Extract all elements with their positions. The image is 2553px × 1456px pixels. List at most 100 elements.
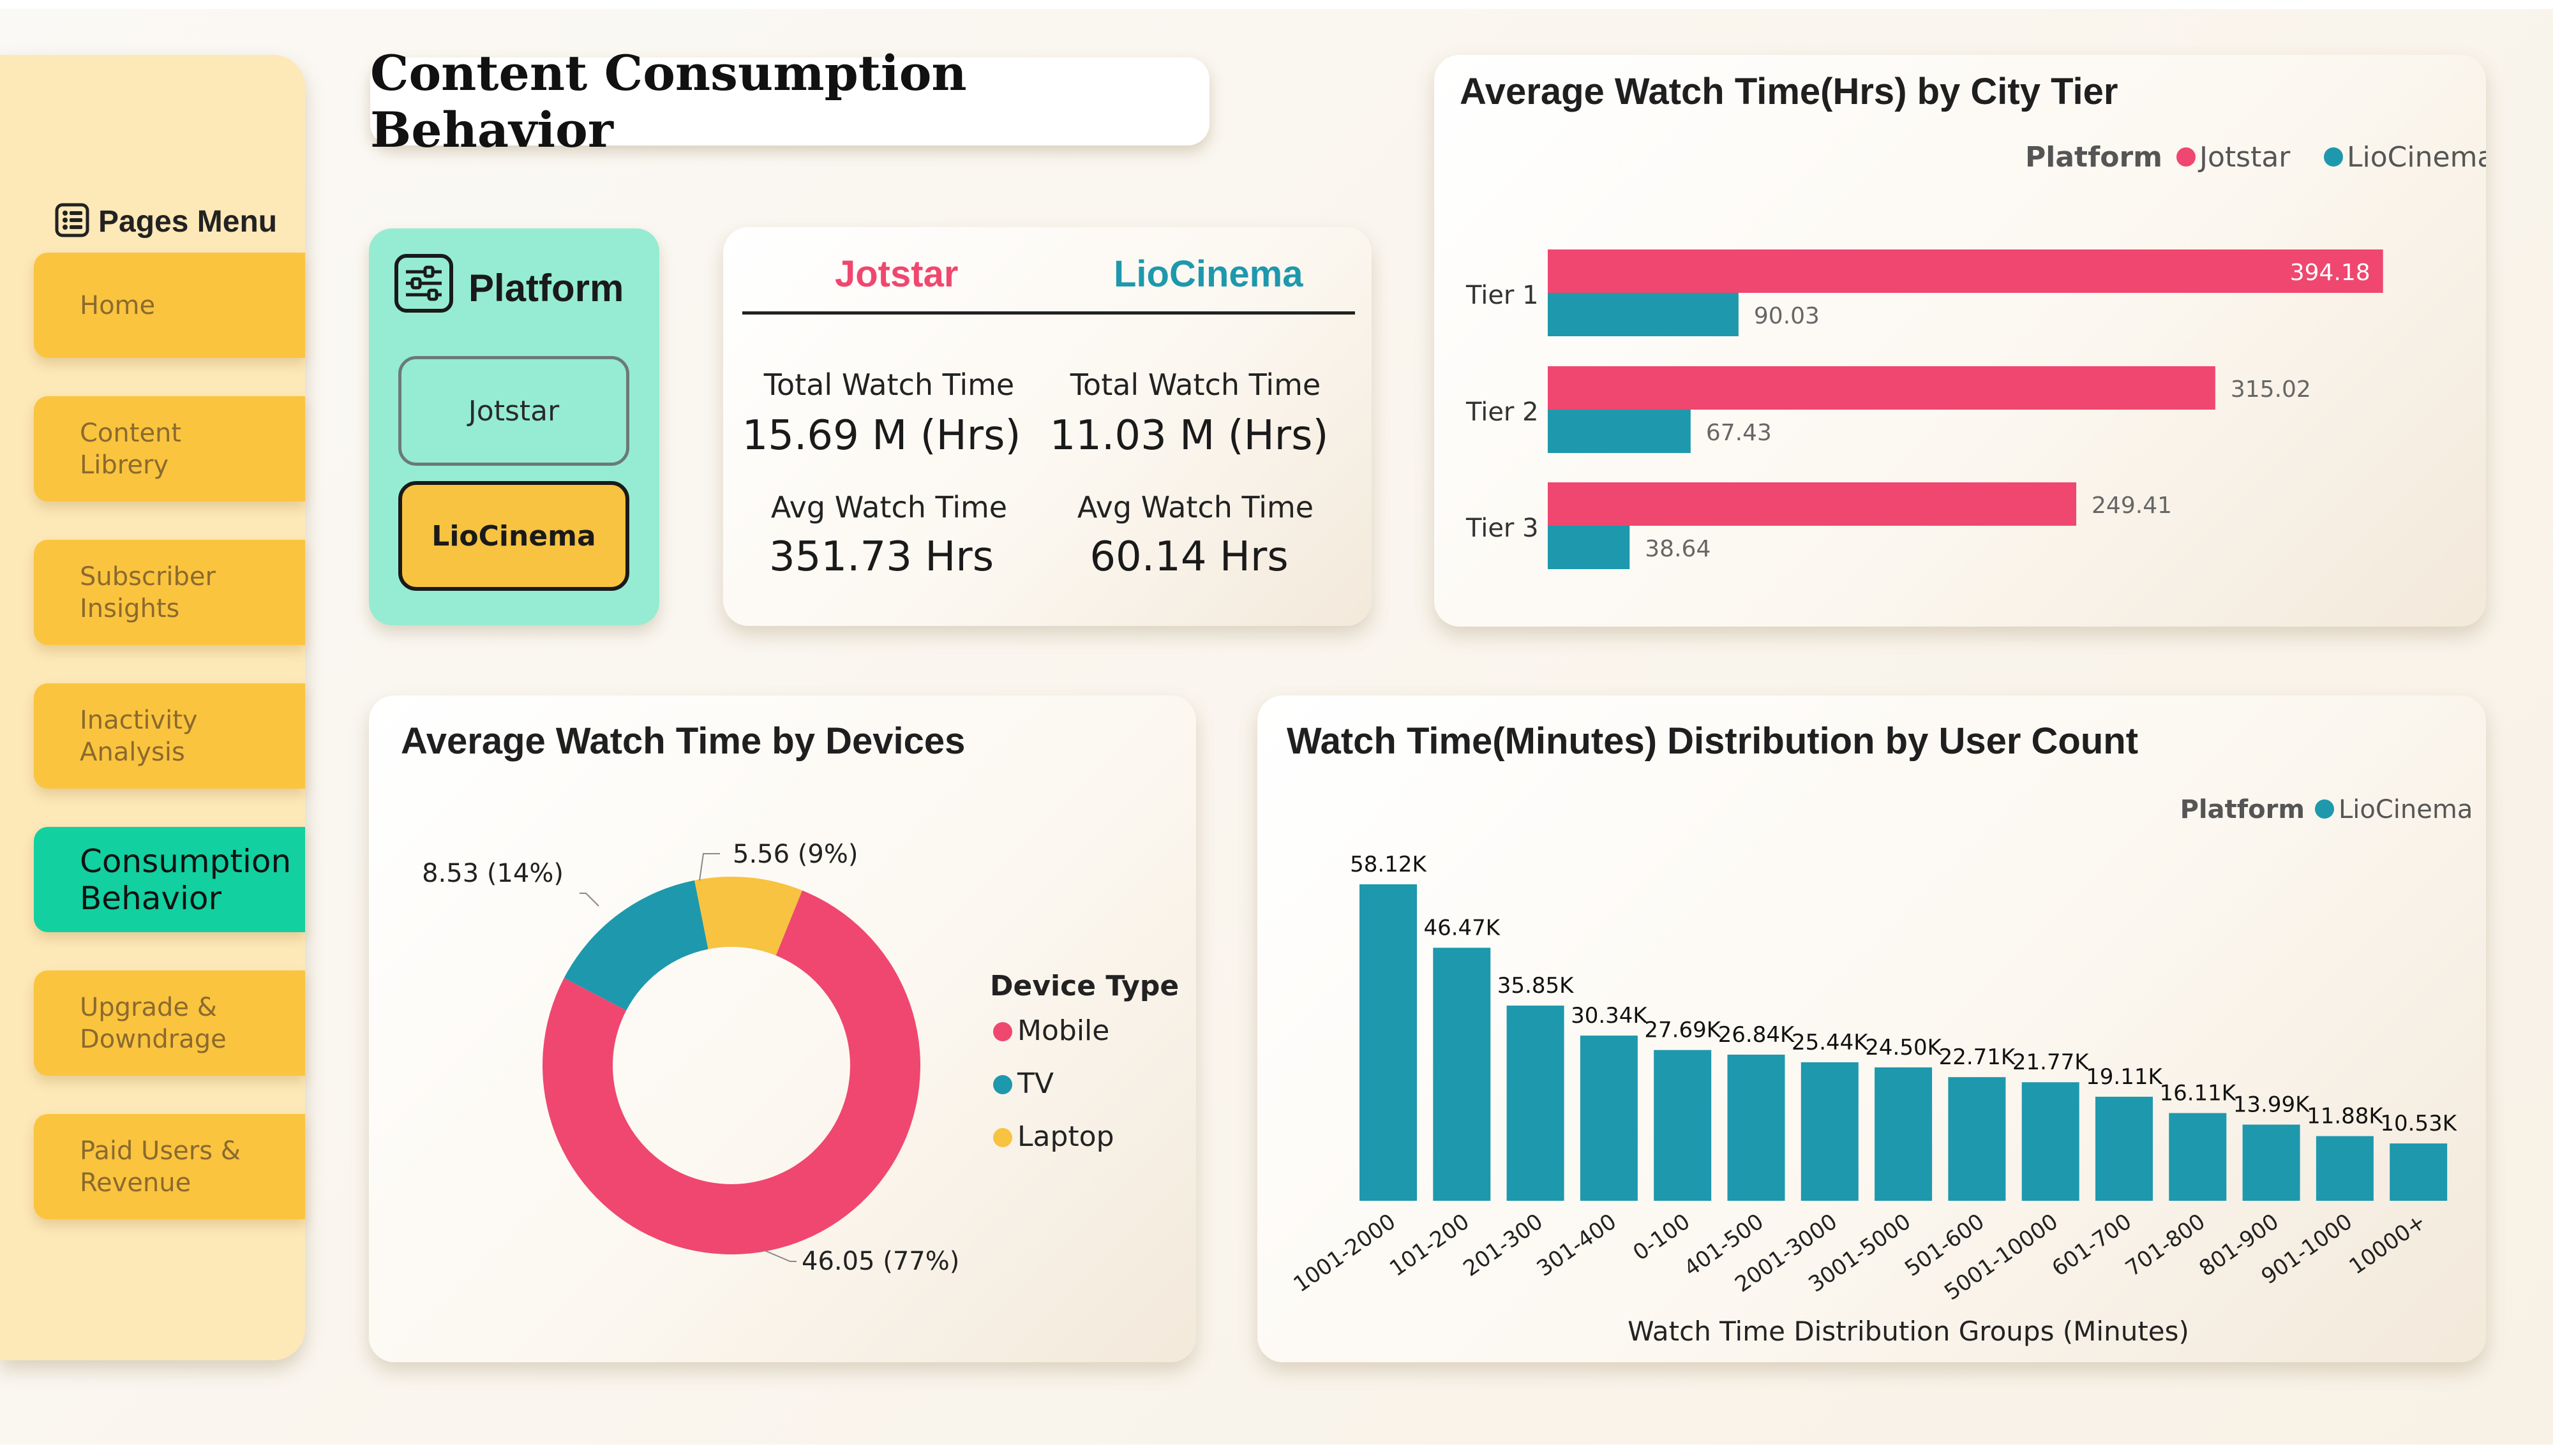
menu-item-label: Consumption Behavior [80, 842, 292, 917]
menu-item-inactivity-analysis[interactable]: Inactivity Analysis [34, 683, 305, 789]
menu-item-paid-users-revenue[interactable]: Paid Users & Revenue [34, 1114, 305, 1219]
legend-item-mobile: Mobile [1017, 1014, 1109, 1047]
platform-slicer: Platform Jotstar LioCinema [369, 228, 659, 625]
menu-item-subscriber-insights[interactable]: Subscriber Insights [34, 540, 305, 645]
city-tier-chart-card: Average Watch Time(Hrs) by City Tier Pla… [1434, 55, 2486, 627]
dist-data-label: 26.84K [1718, 1022, 1795, 1048]
tier-data-label: 90.03 [1754, 303, 1820, 329]
tier-axis-label: Tier 2 [1465, 397, 1539, 427]
donut-callout-line [764, 1250, 797, 1262]
city-tier-bar-chart: Platform Jotstar LioCinema Tier 1 394.18 90.0… [1465, 141, 2486, 569]
dist-category-label: 601-700 [2048, 1209, 2136, 1282]
dist-category-label: 101-200 [1385, 1209, 1474, 1282]
kpi-divider [742, 311, 1355, 315]
dist-data-label: 25.44K [1792, 1030, 1869, 1055]
distribution-bar-chart: Platform LioCinema 58.12K 1001-2000 46.47K 10… [1289, 795, 2473, 1347]
dist-bar [1359, 884, 1417, 1201]
platform-option-liocinema[interactable]: LioCinema [398, 481, 629, 591]
donut-callout-line [699, 853, 720, 881]
dist-data-label: 22.71K [1939, 1044, 2016, 1070]
tier-bar-jotstar [1548, 366, 2215, 410]
tier-bar-liocinema [1548, 526, 1630, 569]
dist-data-label: 10.53K [2380, 1111, 2457, 1136]
dist-bar [2169, 1113, 2227, 1201]
donut-slice-tv [564, 880, 708, 1011]
legend-marker [993, 1022, 1012, 1041]
tier-data-label: 394.18 [2290, 260, 2370, 286]
menu-item-label: Paid Users & Revenue [80, 1136, 241, 1198]
tier-data-label: 249.41 [2092, 493, 2172, 519]
kpi-brand-jotstar: Jotstar [835, 253, 959, 295]
menu-list-icon [55, 203, 89, 240]
tier-axis-label: Tier 3 [1465, 514, 1539, 543]
donut-callout-line [580, 893, 599, 907]
dist-bar [1433, 947, 1491, 1201]
dist-bar [1506, 1006, 1564, 1201]
dist-bar [2242, 1124, 2300, 1201]
dist-category-label: 201-300 [1458, 1209, 1547, 1282]
filter-sliders-icon [393, 253, 454, 323]
tier-data-label: 38.64 [1645, 536, 1711, 562]
menu-item-label: Upgrade & Downdrage [80, 992, 227, 1054]
legend-marker [2324, 147, 2343, 167]
tier-bar-jotstar [1548, 249, 2383, 293]
legend-title: Platform [2180, 795, 2305, 824]
dist-data-label: 24.50K [1865, 1035, 1942, 1060]
tier-data-label: 315.02 [2231, 376, 2311, 403]
dist-bar [2021, 1082, 2079, 1201]
menu-item-consumption-behavior[interactable]: Consumption Behavior [34, 827, 305, 932]
donut-data-label: 46.05 (77%) [802, 1247, 959, 1276]
legend-marker [2176, 147, 2196, 167]
tier-data-label: 67.43 [1706, 420, 1772, 446]
pages-menu-title: Pages Menu [98, 204, 278, 239]
kpi-jotstar-total-label: Total Watch Time [763, 368, 1015, 402]
dist-bar [2390, 1143, 2448, 1201]
dist-data-label: 30.34K [1571, 1003, 1648, 1029]
pages-menu-header: Pages Menu [55, 203, 277, 240]
menu-item-label: Subscriber Insights [80, 561, 216, 623]
dist-category-label: 301-400 [1532, 1209, 1621, 1282]
dist-bar [1948, 1077, 2006, 1201]
watch-time-kpi-card: Jotstar LioCinema Total Watch Time 15.69… [723, 227, 1372, 626]
dist-data-label: 13.99K [2233, 1092, 2310, 1118]
legend-item-jotstar: Jotstar [2197, 141, 2291, 174]
dist-data-label: 27.69K [1644, 1018, 1721, 1043]
devices-donut-chart: 46.05 (77%) 8.53 (14%) 5.56 (9%) Device Typ… [422, 840, 1179, 1276]
kpi-liocinema-avg-value: 60.14 Hrs [1089, 533, 1289, 581]
dist-category-label: 10000+ [2344, 1209, 2430, 1280]
kpi-jotstar-avg-value: 351.73 Hrs [768, 533, 994, 581]
dist-category-label: 1001-2000 [1289, 1209, 1400, 1298]
platform-option-jotstar[interactable]: Jotstar [398, 356, 629, 466]
menu-item-content-library[interactable]: Content Librery [34, 396, 305, 501]
dist-data-label: 21.77K [2012, 1050, 2090, 1075]
legend-title: Device Type [990, 970, 1179, 1002]
legend-marker [993, 1128, 1012, 1147]
kpi-liocinema-avg-label: Avg Watch Time [1077, 490, 1314, 524]
dist-category-label: 701-800 [2121, 1209, 2210, 1282]
menu-item-upgrade-downgrade[interactable]: Upgrade & Downdrage [34, 970, 305, 1076]
legend-item-liocinema: LioCinema [2339, 795, 2473, 824]
distribution-chart-card: Watch Time(Minutes) Distribution by User… [1257, 695, 2486, 1362]
page-title: Content Consumption Behavior [370, 45, 967, 158]
dist-data-label: 19.11K [2086, 1064, 2163, 1090]
kpi-liocinema-total-label: Total Watch Time [1070, 368, 1321, 402]
legend-marker [2315, 799, 2334, 819]
donut-slice-laptop [694, 877, 802, 956]
dist-bar [1654, 1050, 1712, 1201]
menu-item-label: Inactivity Analysis [80, 705, 198, 767]
menu-item-home[interactable]: Home [34, 253, 305, 358]
platform-slicer-header: Platform [393, 253, 624, 323]
kpi-brand-liocinema: LioCinema [1114, 253, 1303, 295]
donut-slice-mobile [543, 890, 920, 1255]
dist-x-axis-title: Watch Time Distribution Groups (Minutes) [1628, 1316, 2189, 1347]
dist-data-label: 35.85K [1497, 973, 1575, 999]
donut-data-label: 5.56 (9%) [733, 840, 858, 869]
legend-title: Platform [2025, 141, 2162, 174]
tier-bar-liocinema [1548, 410, 1691, 453]
page-title-box: Content Consumption Behavior [370, 45, 1209, 158]
menu-item-label: Home [80, 290, 156, 320]
dist-bar [1875, 1067, 1933, 1201]
dist-bar [1580, 1036, 1638, 1201]
dist-data-label: 16.11K [2159, 1081, 2236, 1106]
dist-bar [2095, 1096, 2153, 1201]
